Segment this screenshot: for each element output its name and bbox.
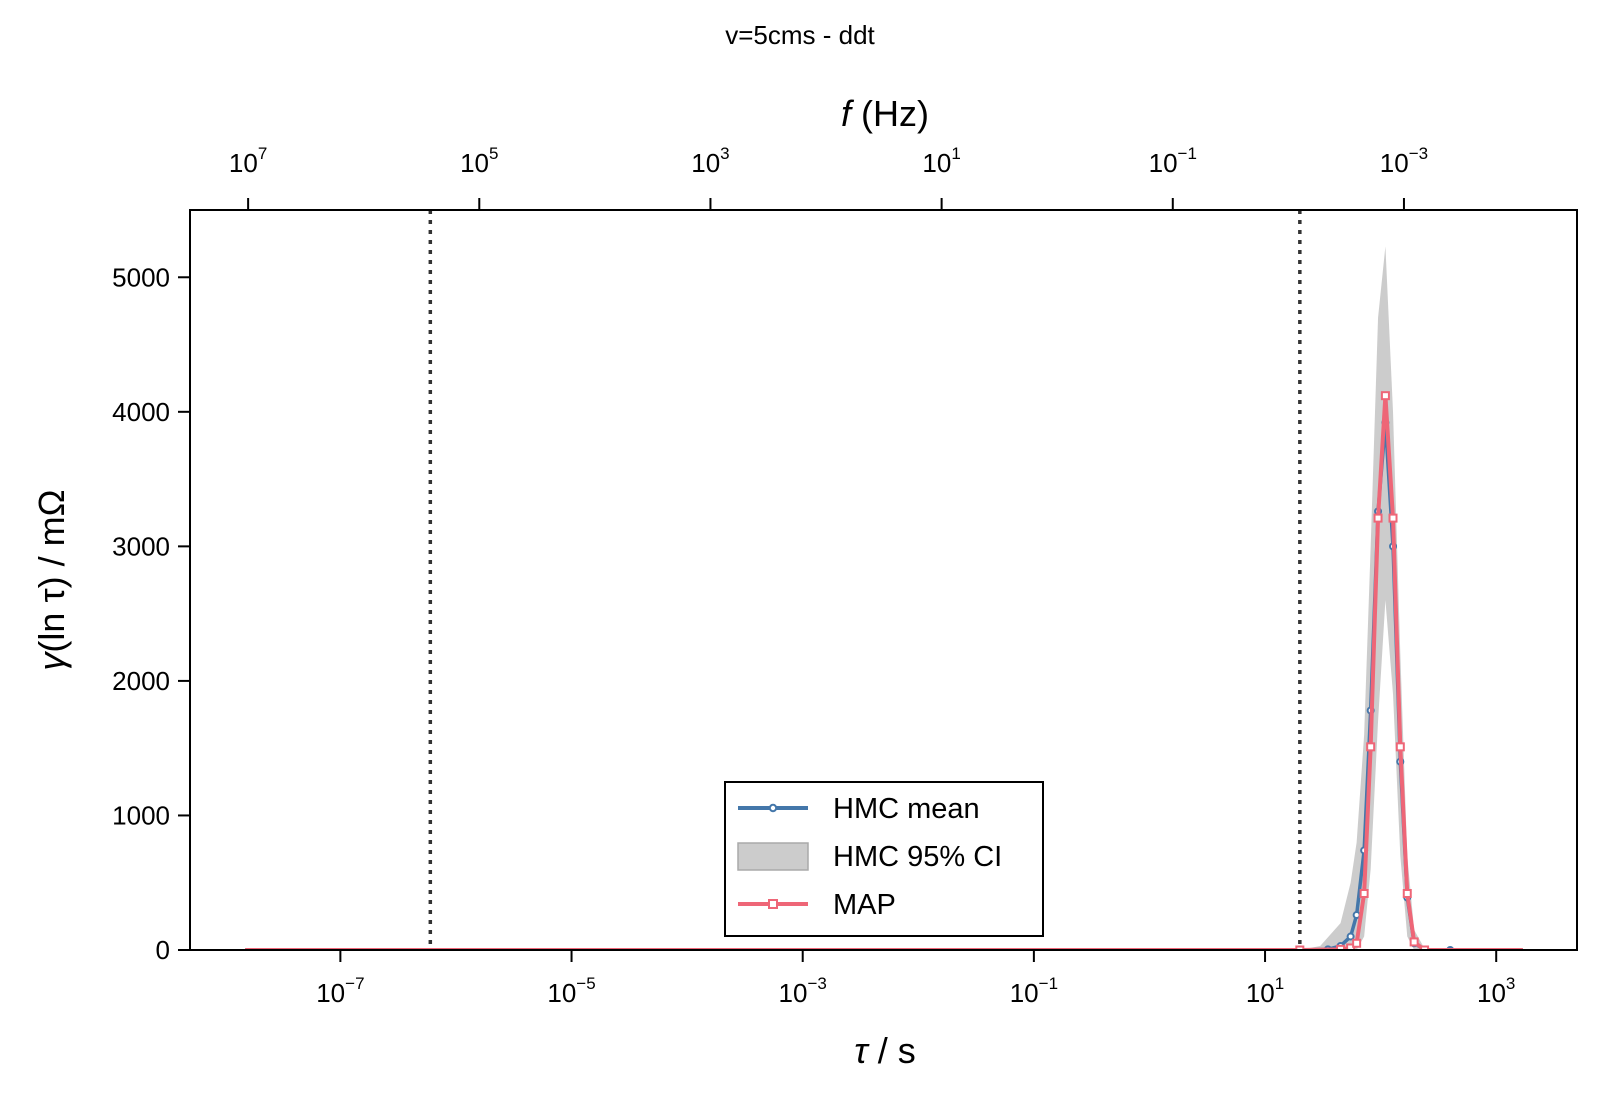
y-tick-label-5: 5000 xyxy=(112,262,170,292)
legend-label-hmc-ci: HMC 95% CI xyxy=(833,841,1002,873)
y-tick-label-2: 2000 xyxy=(112,666,170,696)
map-point-12 xyxy=(1409,937,1419,947)
y-axis-title-symbol: γ xyxy=(31,651,72,671)
top-x-tick-label-5-base: 10 xyxy=(1380,148,1409,178)
x-tick-label-3-base: 10 xyxy=(1010,978,1039,1008)
top-x-tick-label-3-base: 10 xyxy=(922,148,951,178)
x-tick-label-5-exp: 3 xyxy=(1506,974,1515,993)
legend-marker-map xyxy=(768,899,778,909)
legend-label-map: MAP xyxy=(833,889,896,921)
x-tick-label-4-base: 10 xyxy=(1246,978,1275,1008)
map-point-3 xyxy=(1346,943,1356,950)
map-point-7 xyxy=(1373,513,1383,523)
x-tick-label-0-exp: −7 xyxy=(345,974,364,993)
x-tick-label-2: 10−3 xyxy=(779,974,827,1008)
top-x-tick-label-2-base: 10 xyxy=(691,148,720,178)
legend-swatch-hmc-ci xyxy=(737,842,809,871)
map-point-8 xyxy=(1380,391,1390,401)
x-axis-title: τ / s xyxy=(854,1030,915,1071)
y-tick-label-0: 0 xyxy=(156,935,170,965)
x-tick-label-1-base: 10 xyxy=(547,978,576,1008)
x-axis-bottom: 10−7 10−5 10−3 10−1 101 103 xyxy=(316,950,1515,1008)
hmc-mean-point-4 xyxy=(1346,932,1355,941)
x-tick-label-2-exp: −3 xyxy=(807,974,826,993)
data-layer xyxy=(245,210,1523,950)
x-tick-label-3-exp: −1 xyxy=(1039,974,1058,993)
x-tick-label-5-base: 10 xyxy=(1477,978,1506,1008)
x-tick-label-4-exp: 1 xyxy=(1275,974,1284,993)
top-x-tick-label-1: 105 xyxy=(460,144,498,178)
x-tick-label-4: 101 xyxy=(1246,974,1284,1008)
x-axis-title-symbol: τ xyxy=(854,1030,870,1071)
top-x-tick-label-3-exp: 1 xyxy=(951,144,960,163)
legend: HMC mean HMC 95% CI MAP xyxy=(724,781,1044,937)
x-tick-label-3: 10−1 xyxy=(1010,974,1058,1008)
top-x-axis-title-unit: (Hz) xyxy=(851,93,929,134)
top-x-tick-label-2: 103 xyxy=(691,144,729,178)
top-x-tick-label-2-exp: 3 xyxy=(720,144,729,163)
map-point-5 xyxy=(1359,888,1369,898)
y-axis: 0 1000 2000 3000 4000 5000 xyxy=(112,262,190,965)
top-x-tick-label-5-exp: −3 xyxy=(1409,144,1428,163)
y-axis-title: γ(ln τ) / mΩ xyxy=(31,489,72,670)
x-axis-title-unit: / s xyxy=(868,1030,916,1071)
x-tick-label-0: 10−7 xyxy=(316,974,364,1008)
top-x-tick-label-1-base: 10 xyxy=(460,148,489,178)
y-axis-title-rest: (ln τ) / mΩ xyxy=(31,489,72,652)
x-axis-top: 107 105 103 101 10−1 10−3 xyxy=(229,144,1428,210)
top-x-tick-label-1-exp: 5 xyxy=(489,144,498,163)
top-x-tick-label-0-exp: 7 xyxy=(258,144,267,163)
plot-frame xyxy=(189,209,1578,951)
y-tick-label-1: 1000 xyxy=(112,800,170,830)
top-x-tick-label-4: 10−1 xyxy=(1149,144,1197,178)
top-x-tick-label-5: 10−3 xyxy=(1380,144,1428,178)
legend-marker-hmc-mean xyxy=(768,803,778,813)
figure-title: v=5cms - ddt xyxy=(725,20,875,50)
top-x-tick-label-3: 101 xyxy=(922,144,960,178)
top-x-tick-label-4-exp: −1 xyxy=(1178,144,1197,163)
x-tick-label-2-base: 10 xyxy=(779,978,808,1008)
legend-label-hmc-mean: HMC mean xyxy=(833,793,980,825)
x-tick-label-1-exp: −5 xyxy=(576,974,595,993)
top-x-tick-label-0: 107 xyxy=(229,144,267,178)
top-x-tick-label-4-base: 10 xyxy=(1149,148,1178,178)
y-tick-label-4: 4000 xyxy=(112,397,170,427)
map-point-11 xyxy=(1402,888,1412,898)
plot-area xyxy=(189,209,1578,951)
x-tick-label-0-base: 10 xyxy=(316,978,345,1008)
map-point-9 xyxy=(1388,513,1398,523)
map-point-13 xyxy=(1420,945,1430,950)
x-tick-label-1: 10−5 xyxy=(547,974,595,1008)
y-tick-label-3: 3000 xyxy=(112,531,170,561)
top-x-tick-label-0-base: 10 xyxy=(229,148,258,178)
map-point-1 xyxy=(1295,945,1305,950)
map-point-4 xyxy=(1352,938,1362,948)
map-point-10 xyxy=(1395,742,1405,752)
x-tick-label-5: 103 xyxy=(1477,974,1515,1008)
map-point-6 xyxy=(1366,742,1376,752)
top-x-axis-title: f (Hz) xyxy=(841,93,929,134)
